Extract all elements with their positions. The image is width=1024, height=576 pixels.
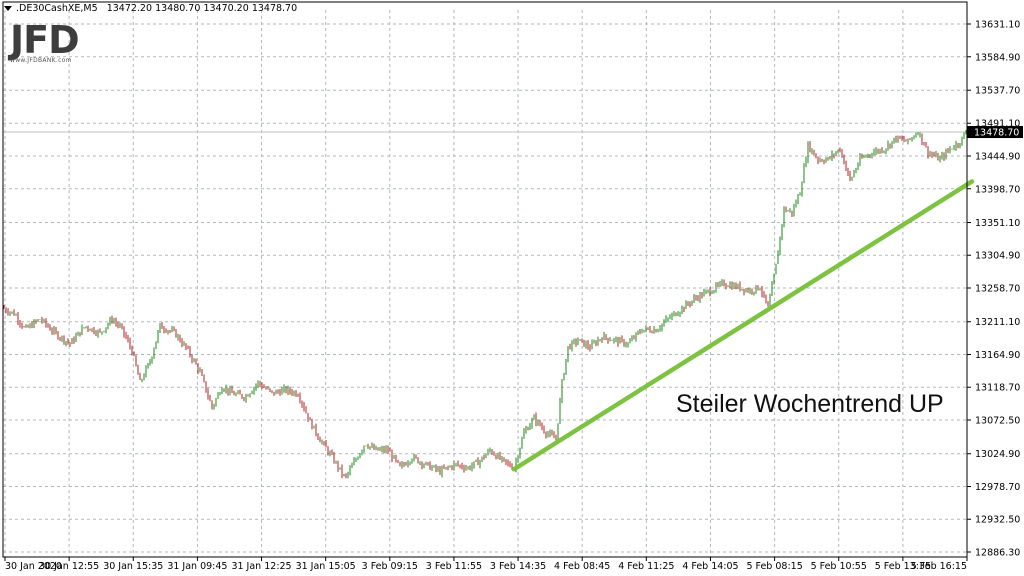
x-tick-label: 30 Jan 12:55 [39, 561, 99, 572]
symbol-label: .DE30CashXE,M5 [16, 3, 98, 14]
y-tick-label: 13024.90 [975, 449, 1020, 460]
x-tick-label: 3 Feb 11:55 [426, 561, 482, 572]
x-tick-label: 31 Jan 15:05 [296, 561, 356, 572]
x-tick-label: 5 Feb 10:55 [811, 561, 867, 572]
current-price-box [967, 126, 1023, 139]
candlestick-series [3, 129, 967, 479]
y-tick-label: 13258.70 [975, 284, 1020, 295]
x-tick-label: 4 Feb 14:05 [682, 561, 738, 572]
y-tick-label: 13537.70 [975, 86, 1020, 97]
y-tick-label: 13398.70 [975, 184, 1020, 195]
ohlc-close: 13478.70 [251, 3, 298, 14]
x-tick-label: 4 Feb 08:45 [554, 561, 610, 572]
ohlc-open: 13472.20 [106, 3, 153, 14]
logo-url: www.JFDBANK.com [10, 57, 72, 64]
x-tick-label: 5 Feb 13:35 [875, 561, 931, 572]
trendline[interactable] [511, 179, 975, 472]
current-price-text: 13478.70 [974, 128, 1019, 139]
ohlc-low: 13470.20 [203, 3, 249, 14]
y-tick-label: 13072.50 [975, 416, 1020, 427]
x-tick-label: 3 Feb 09:15 [362, 561, 418, 572]
x-tick-label: 31 Jan 12:25 [231, 561, 291, 572]
plot-frame [2, 1, 968, 558]
y-tick-label: 13164.90 [975, 350, 1020, 361]
x-tick-label: 30 Jan 2020 [5, 561, 62, 572]
y-tick-label: 12886.30 [975, 548, 1020, 559]
y-tick-label: 13584.90 [975, 52, 1020, 63]
logo-text: JFD [10, 18, 80, 62]
y-tick-label: 13304.90 [975, 251, 1020, 262]
trendline-layer [511, 179, 975, 472]
y-tick-label: 13631.10 [975, 20, 1020, 31]
x-tick-label: 31 Jan 09:45 [167, 561, 227, 572]
y-tick-label: 13444.90 [975, 152, 1020, 163]
trend-annotation: Steiler Wochentrend UP [676, 390, 944, 418]
y-axis-labels: 13631.10 13584.90 13537.70 13491.10 13444.90… [975, 20, 1020, 559]
x-tick-label: 5 Feb 08:15 [746, 561, 802, 572]
x-tick-label: 3 Feb 14:35 [490, 561, 546, 572]
x-tick-label: 30 Jan 15:35 [103, 561, 163, 572]
ohlc-high: 13480.70 [155, 3, 201, 14]
chart-header: .DE30CashXE,M5 13472.20 13480.70 13470.2… [4, 3, 297, 14]
y-tick-label: 13211.10 [975, 317, 1020, 328]
y-tick-label: 13491.10 [975, 119, 1020, 130]
y-tick-label: 13118.70 [975, 383, 1020, 394]
axes [2, 1, 971, 561]
y-tick-label: 12978.70 [975, 482, 1020, 493]
x-tick-label: 4 Feb 11:25 [618, 561, 674, 572]
current-price-marker: 13478.70 [967, 126, 1023, 139]
y-tick-label: 13351.10 [975, 218, 1020, 229]
x-tick-label: 5 Feb 16:15 [911, 561, 967, 572]
dropdown-triangle-icon[interactable] [4, 6, 12, 11]
grid-lines [3, 10, 968, 557]
brand-logo: JFD www.JFDBANK.com [10, 18, 80, 64]
y-tick-label: 12932.50 [975, 515, 1020, 526]
